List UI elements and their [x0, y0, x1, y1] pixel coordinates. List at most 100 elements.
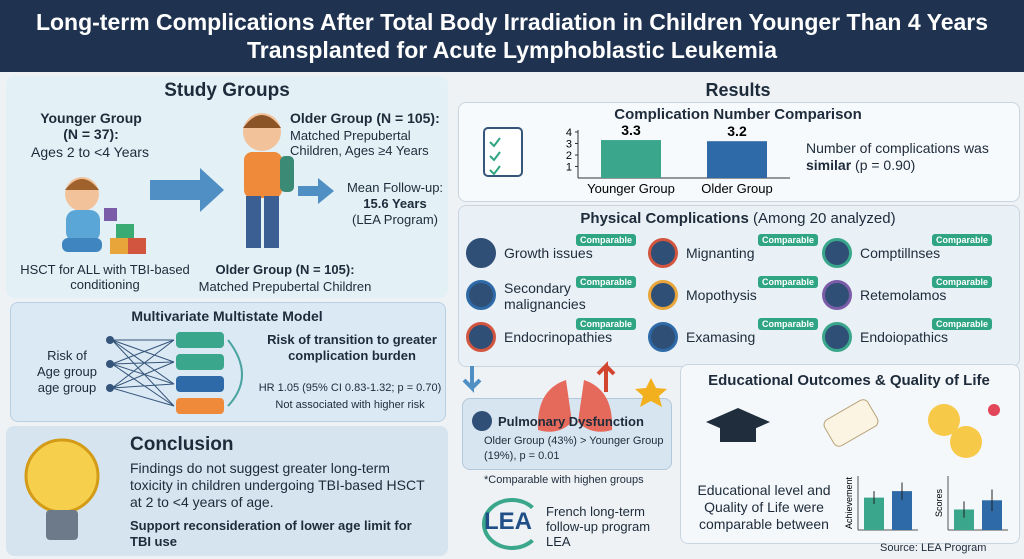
complication-name: Mignanting	[686, 245, 755, 261]
conclusion-title: Conclusion	[130, 434, 234, 455]
model-input: Risk of Age group age group	[37, 348, 97, 395]
complication-icon	[648, 280, 678, 310]
y-tick-label: 4	[566, 127, 572, 139]
child-leg	[264, 196, 279, 248]
conclusion-recommendation: Support reconsideration of lower age lim…	[130, 518, 412, 549]
state	[176, 398, 224, 414]
followup-label: Mean Follow-up:	[346, 180, 444, 195]
header	[0, 0, 1024, 72]
title: Long-term Complications After Total Body…	[35, 9, 989, 63]
physical-panel	[458, 205, 1020, 367]
complication-name: Examasing	[686, 329, 756, 345]
bar	[954, 509, 974, 530]
backpack	[280, 156, 294, 192]
baby-body	[66, 210, 100, 242]
physical-heading: Physical Complications (Among 20 analyze…	[458, 210, 1018, 227]
block	[110, 238, 128, 254]
block	[128, 238, 146, 254]
pulmonary-title: Pulmonary Dysfunction	[498, 414, 644, 429]
child-shirt	[244, 152, 282, 198]
footnote: *Comparable with highen groups	[484, 474, 644, 486]
bar	[982, 500, 1002, 530]
diploma	[823, 399, 879, 447]
complication-icon	[648, 322, 678, 352]
node	[106, 360, 114, 368]
state	[176, 376, 224, 392]
physical-title: Physical Complications	[580, 210, 749, 227]
bar	[601, 140, 661, 178]
baby-legs	[62, 238, 102, 252]
lea-logo: LEA	[484, 508, 532, 535]
badge: Comparable	[758, 234, 819, 246]
group-label: Older Group (N = 105):	[290, 110, 440, 126]
block	[104, 208, 117, 221]
bar	[864, 497, 884, 530]
complication-icon	[466, 238, 496, 268]
pulmonary-detail: Older Group (43%) > Younger Group (19%),…	[484, 435, 664, 462]
complication-icon	[466, 280, 496, 310]
clipboard	[483, 127, 523, 177]
model-title: Multivariate Multistate Model	[131, 308, 323, 324]
node	[106, 336, 114, 344]
node	[106, 384, 114, 392]
checks	[489, 137, 501, 176]
badge: Comparable	[576, 276, 637, 288]
model-panel	[10, 302, 446, 422]
badge: Comparable	[758, 318, 819, 330]
group-label: Older Group (N = 105):	[215, 262, 355, 277]
baby-hair	[65, 179, 99, 190]
emoji	[950, 426, 982, 458]
comparison-note: Number of complications was similar (p =…	[806, 140, 1012, 174]
bulb-base	[46, 510, 78, 540]
grad-cap	[720, 428, 756, 442]
results-title: Results	[705, 80, 771, 100]
source: Source: LEA Program	[880, 542, 987, 554]
note-p: (p = 0.90)	[855, 157, 916, 173]
y-tick-label: 2	[566, 150, 572, 162]
child-hair	[243, 115, 281, 128]
down-arrow	[462, 366, 482, 393]
badge: Comparable	[932, 318, 993, 330]
state	[176, 332, 224, 348]
y-tick-label: 1	[566, 162, 572, 174]
model-note: Not associated with higher risk	[275, 399, 425, 411]
complication-name: Growth issues	[504, 245, 593, 261]
child-leg	[246, 196, 261, 248]
complication-icon	[822, 238, 852, 268]
physical-subtitle: (Among 20 analyzed)	[752, 210, 896, 227]
note-bold: similar	[806, 157, 852, 173]
y-axis-label: Achievement	[844, 476, 854, 529]
complication-name: Endoiopathics	[860, 329, 948, 345]
complication-name: Retemolamos	[860, 287, 947, 303]
emoji	[928, 404, 960, 436]
heart	[988, 404, 1000, 416]
conclusion-text: Findings do not suggest greater long-ter…	[130, 460, 425, 510]
arrow	[150, 168, 224, 212]
comparison-title: Complication Number Comparison	[614, 106, 862, 123]
transition-arrow	[227, 339, 243, 407]
conditioning: HSCT for ALL with TBI-based conditioning	[20, 262, 190, 292]
pulmonary-icon	[472, 411, 492, 431]
data-label: 3.3	[621, 122, 641, 138]
complication-icon	[466, 322, 496, 352]
badge: Comparable	[932, 276, 993, 288]
education-text: Educational level and Quality of Life we…	[697, 482, 831, 532]
badge: Comparable	[932, 234, 993, 246]
group-detail: Ages 2 to <4 Years	[31, 144, 149, 160]
group-label: Younger Group (N = 37):	[40, 110, 142, 142]
education-title: Educational Outcomes & Quality of Life	[708, 372, 990, 389]
section-title: Study Groups	[164, 80, 290, 101]
state	[176, 354, 224, 370]
network-lines	[111, 339, 175, 407]
followup-value: 15.6 Years	[363, 196, 427, 211]
group-detail: Matched Prepubertal Children, Ages ≥4 Ye…	[290, 128, 429, 158]
lungs	[537, 380, 613, 432]
x-tick-label: Younger Group	[587, 181, 675, 196]
complication-name: Secondary malignancies	[504, 280, 586, 312]
followup-source: (LEA Program)	[352, 212, 438, 227]
bar	[892, 491, 912, 530]
model-risk-title: Risk of transition to greater complicati…	[267, 332, 437, 363]
